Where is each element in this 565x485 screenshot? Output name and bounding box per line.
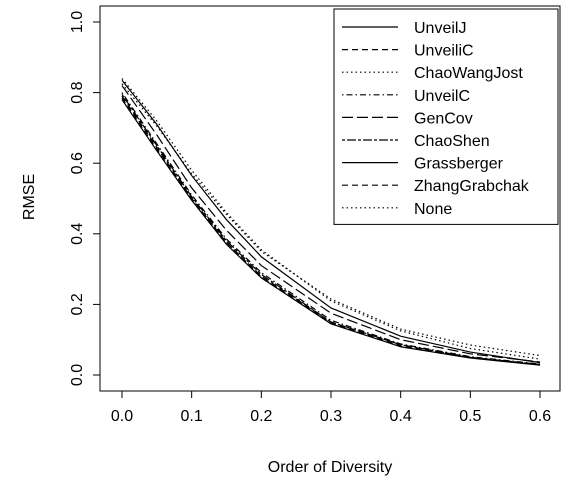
legend-label: None <box>414 201 452 218</box>
legend-box <box>333 8 559 225</box>
legend-label: ZhangGrabchak <box>414 178 530 195</box>
series-line-zhanggrabchak <box>121 97 541 366</box>
legend-label: ChaoShen <box>414 133 490 150</box>
y-axis-title: RMSE <box>21 174 38 220</box>
x-tick-label: 0.6 <box>529 408 551 425</box>
legend-label: Grassberger <box>414 156 504 173</box>
series-line-unveilj <box>121 79 541 364</box>
x-tick-label: 0.1 <box>181 408 203 425</box>
series-layer <box>121 78 541 366</box>
y-tick-label: 1.0 <box>69 11 86 33</box>
legend: UnveilJ UnveiliC ChaoWangJost UnveilC GenCov… <box>333 8 559 225</box>
x-tick-label: 0.3 <box>320 408 342 425</box>
x-tick-label: 0.4 <box>390 408 412 425</box>
y-tick-label: 0.6 <box>69 152 86 174</box>
y-tick-label: 0.4 <box>69 223 86 245</box>
y-tick-label: 0.2 <box>69 293 86 315</box>
x-axis-title: Order of Diversity <box>268 459 392 476</box>
series-line-chaowangjost <box>121 78 541 360</box>
y-tick-label: 0.0 <box>69 364 86 386</box>
y-tick-label: 0.8 <box>69 81 86 103</box>
x-tick-label: 0.2 <box>250 408 272 425</box>
legend-label: UnveilJ <box>414 20 466 37</box>
y-axis: 0.0 0.2 0.4 0.6 0.8 1.0 <box>69 11 101 386</box>
legend-label: UnveiliC <box>414 43 474 60</box>
series-line-chaoshen <box>121 94 541 366</box>
legend-label: GenCov <box>414 110 473 127</box>
legend-label: UnveilC <box>414 88 470 105</box>
x-axis: 0.0 0.1 0.2 0.3 0.4 0.5 0.6 <box>111 390 551 425</box>
x-tick-label: 0.0 <box>111 408 133 425</box>
x-tick-label: 0.5 <box>459 408 481 425</box>
series-line-gencov <box>121 85 541 363</box>
legend-label: ChaoWangJost <box>414 65 523 82</box>
